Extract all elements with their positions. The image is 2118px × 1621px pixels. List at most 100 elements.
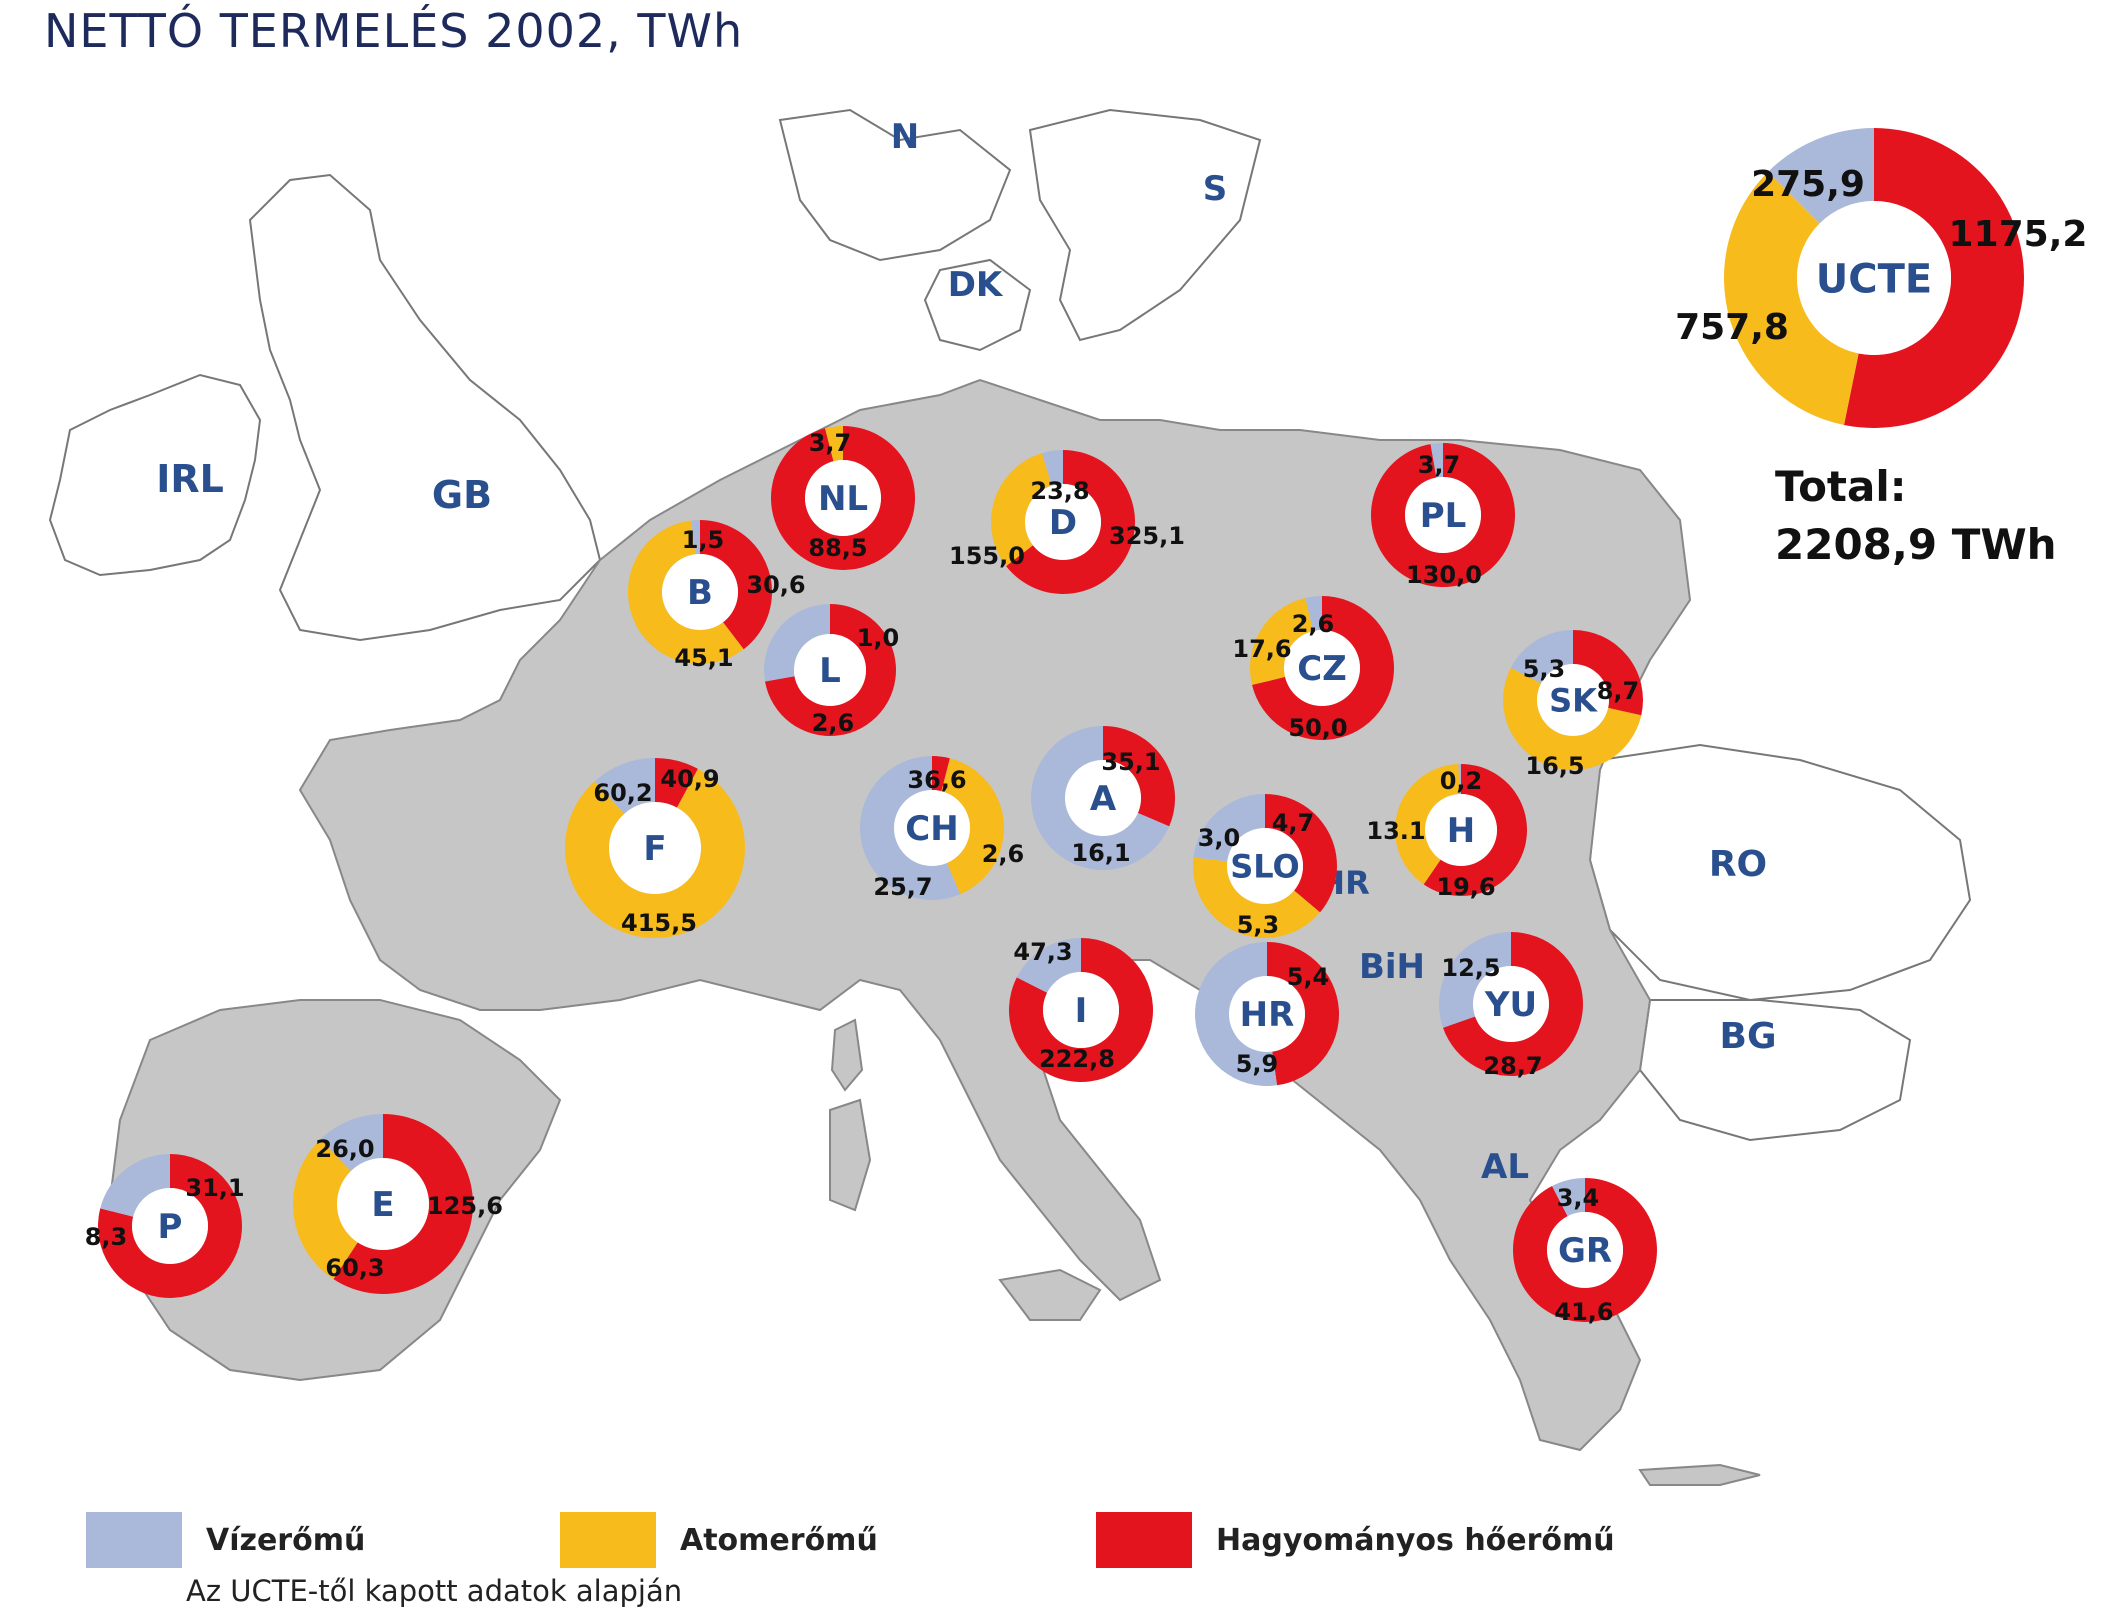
source-note: Az UCTE-től kapott adatok alapján	[186, 1574, 683, 1608]
donut-slo-hole	[1227, 828, 1303, 904]
map-title: NETTÓ TERMELÉS 2002, TWh	[44, 4, 744, 58]
donut-yu-hydro-slice	[1439, 932, 1511, 1028]
donut-b-value-label: 30,6	[746, 571, 805, 599]
donut-slo-hydro-slice	[1193, 794, 1265, 862]
donut-f-hydro-slice	[594, 758, 655, 814]
donut-i-code: I	[1075, 991, 1088, 1031]
donut-ucte-nuclear-slice	[1724, 171, 1859, 425]
donut-sk-nuclear-slice	[1503, 667, 1642, 770]
donut-d-value-label: 155,0	[949, 542, 1025, 570]
donut-l-code: L	[819, 651, 841, 691]
donut-i-hole	[1043, 972, 1119, 1048]
donut-pl-thermal-slice	[1370, 443, 1515, 587]
donut-sk-hydro-slice	[1510, 630, 1573, 684]
donut-cz-code: CZ	[1297, 649, 1347, 689]
donut-nl-code: NL	[818, 479, 868, 519]
donut-cz-hole	[1284, 630, 1360, 706]
britain-shape	[248, 173, 602, 642]
donut-d-value-label: 23,8	[1030, 477, 1089, 505]
donut-yu-hole	[1473, 966, 1549, 1042]
donut-ch-hydro-slice	[860, 756, 961, 900]
donut-f-value-label: 60,2	[593, 779, 652, 807]
donut-slo-code: SLO	[1230, 848, 1300, 886]
donut-ch-hole	[894, 790, 970, 866]
legend-item-nuclear: Atomerőmű	[560, 1512, 878, 1568]
donut-nl: NL 3,7 88,5	[771, 426, 916, 571]
donut-hr-hole	[1229, 976, 1305, 1052]
donut-yu-value-label: 12,5	[1441, 954, 1500, 982]
donut-p-hydro-slice	[100, 1154, 170, 1217]
donut-ch: CH 36,6 25,7 2,6	[860, 756, 1024, 901]
ireland-shape	[48, 373, 262, 577]
donut-b-thermal-slice	[700, 520, 773, 650]
donut-e-hole	[337, 1158, 429, 1250]
donut-gr-value-label: 3,4	[1557, 1184, 1600, 1212]
donut-cz-value-label: 2,6	[1292, 610, 1335, 638]
donut-b: B 1,5 45,1 30,6	[628, 520, 806, 672]
country-label-ro: RO	[1709, 844, 1767, 885]
donut-f: F 60,2 415,5 40,9	[565, 758, 746, 938]
donut-slo-value-label: 3,0	[1198, 824, 1241, 852]
country-label-dk: DK	[948, 265, 1004, 305]
donut-hr-code: HR	[1240, 995, 1295, 1035]
legend-label-thermal: Hagyományos hőerőmű	[1216, 1522, 1615, 1558]
donut-pl: PL 3,7 130,0	[1370, 443, 1515, 589]
donut-b-nuclear-slice	[628, 520, 744, 664]
sardinia-shape	[829, 1098, 872, 1212]
donut-cz-thermal-slice	[1252, 595, 1395, 740]
donut-b-hole	[662, 554, 738, 630]
total-value: 2208,9 TWh	[1775, 520, 2057, 569]
donut-hr-hydro-slice	[1195, 942, 1277, 1086]
legend-item-hydro: Vízerőmű	[86, 1512, 365, 1568]
donut-l: L 1,0 2,6	[763, 604, 900, 737]
donut-e-value-label: 60,3	[325, 1254, 384, 1282]
donut-l-hydro-slice	[763, 604, 830, 682]
donut-yu-thermal-slice	[1443, 932, 1583, 1076]
donut-slo-value-label: 5,3	[1237, 911, 1280, 939]
donut-i-value-label: 222,8	[1039, 1045, 1115, 1073]
legend-label-nuclear: Atomerőmű	[680, 1522, 878, 1558]
country-label-s: S	[1203, 169, 1228, 209]
donut-i-hydro-slice	[1016, 938, 1081, 993]
donut-ch-nuclear-slice	[941, 758, 1005, 895]
donut-ch-value-label: 25,7	[873, 873, 932, 901]
donut-i-value-label: 47,3	[1013, 938, 1072, 966]
donut-f-thermal-slice	[655, 758, 698, 808]
donut-i-thermal-slice	[1008, 938, 1153, 1082]
donut-ucte: UCTE 275,9 757,8 1175,2	[1675, 128, 2087, 428]
donut-d-hole	[1025, 484, 1101, 560]
donut-p-code: P	[158, 1207, 183, 1247]
donut-sk: SK5,3 16,5 8,7	[1503, 630, 1643, 780]
donut-e-hydro-slice	[320, 1114, 383, 1172]
donut-l-value-label: 1,0	[857, 624, 900, 652]
total-box: Total: 2208,9 TWh	[1775, 458, 2057, 574]
donut-slo-nuclear-slice	[1193, 857, 1321, 939]
donut-d-code: D	[1049, 503, 1077, 543]
donut-h-value-label: 0,2	[1440, 767, 1483, 795]
donut-nl-nuclear-slice	[825, 426, 843, 462]
donut-a-value-label: 16,1	[1071, 839, 1130, 867]
donut-sk-value-label: 8,7	[1597, 677, 1640, 705]
donut-e: E 26,0 60,3 125,6	[293, 1114, 503, 1294]
donut-ch-code: CH	[905, 809, 958, 849]
country-label-bih: BiH	[1359, 947, 1425, 987]
donut-pl-hydro-slice	[1430, 443, 1443, 478]
donut-f-code: F	[643, 829, 666, 869]
donut-e-thermal-slice	[333, 1114, 473, 1294]
donut-p-value-label: 8,3	[85, 1223, 128, 1251]
donut-yu-code: YU	[1484, 985, 1537, 1025]
country-label-bg: BG	[1720, 1016, 1777, 1057]
donut-h-thermal-slice	[1423, 764, 1527, 896]
donut-l-hole	[794, 634, 866, 706]
legend-item-thermal: Hagyományos hőerőmű	[1096, 1512, 1615, 1568]
donut-cz-hydro-slice	[1305, 596, 1322, 632]
donut-ucte-hydro-slice	[1767, 128, 1874, 224]
donut-a-hole	[1065, 760, 1141, 836]
donut-b-value-label: 45,1	[674, 644, 733, 672]
country-label-gb: GB	[432, 473, 492, 517]
donut-ucte-value-label: 1175,2	[1949, 214, 2088, 255]
sweden-shape	[1028, 108, 1262, 342]
donut-charts: UCTE 275,9 757,8 1175,2 NL 3,7 88,5 D23,8 155,0 3…	[85, 128, 2087, 1326]
